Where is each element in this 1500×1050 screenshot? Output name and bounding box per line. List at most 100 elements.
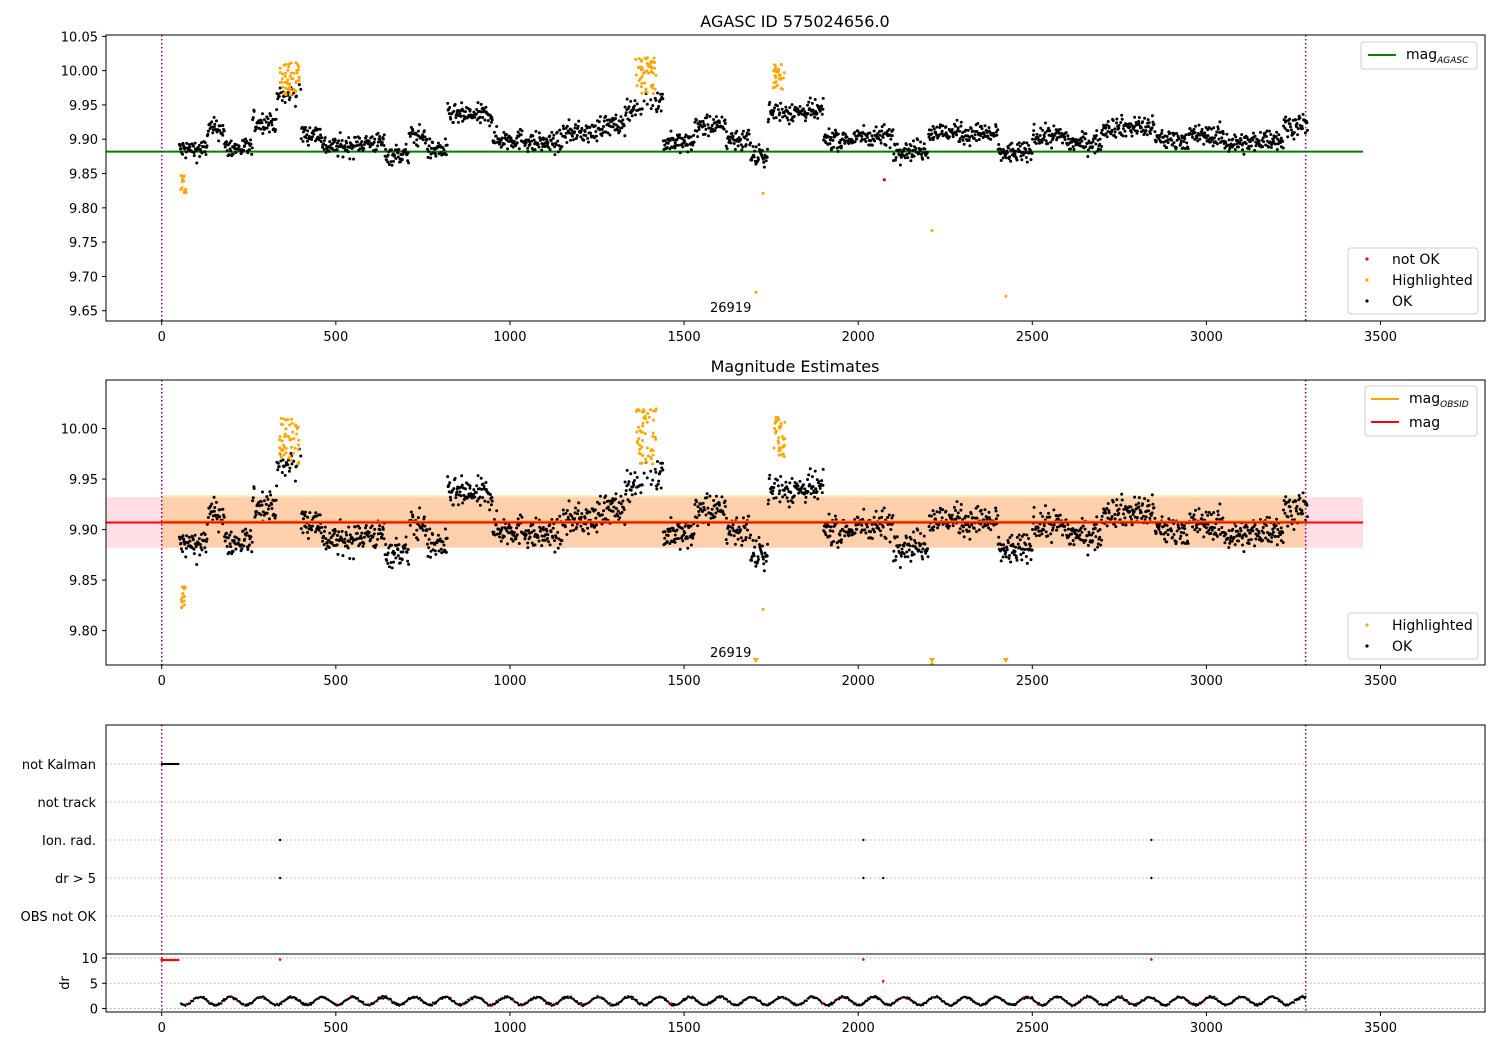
magnitude-estimates-legend-bottom: Highlighted OK: [1347, 612, 1479, 660]
ok-point: [418, 122, 422, 126]
ok-point: [1052, 124, 1056, 128]
ok-point: [995, 133, 999, 137]
ok-point: [1039, 126, 1043, 130]
highlighted-point: [640, 445, 644, 449]
ok-point: [1283, 511, 1287, 515]
dr-point: [310, 1003, 313, 1006]
ok-point: [692, 532, 696, 536]
ok-point: [397, 147, 401, 151]
ok-point: [259, 127, 263, 131]
ok-point: [689, 135, 693, 139]
ok-point: [479, 476, 483, 480]
highlighted-point: [772, 446, 776, 450]
ok-point: [762, 562, 766, 566]
ok-point: [409, 510, 413, 514]
ok-point: [625, 468, 629, 472]
ok-point: [324, 143, 328, 147]
ok-point: [870, 522, 874, 526]
ok-point: [407, 562, 411, 566]
ok-point: [685, 143, 689, 147]
ok-point: [226, 536, 230, 540]
ok-point: [191, 144, 195, 148]
ok-point: [1195, 136, 1199, 140]
ok-point: [1047, 511, 1051, 515]
ok-point: [427, 150, 431, 154]
ok-point: [1083, 527, 1087, 531]
ok-point: [280, 99, 284, 103]
ok-point: [556, 530, 560, 534]
highlighted-point: [295, 71, 299, 75]
ok-point: [1147, 121, 1151, 125]
ok-point: [1204, 526, 1208, 530]
ok-point: [301, 130, 305, 134]
ok-point: [235, 536, 239, 540]
ok-point: [833, 514, 837, 518]
highlighted-point: [286, 78, 290, 82]
ok-point: [567, 118, 571, 122]
ok-point: [254, 127, 258, 131]
ok-point: [1256, 534, 1260, 538]
ok-point: [868, 131, 872, 135]
ok-point: [952, 505, 956, 509]
ok-point: [1207, 528, 1211, 532]
ok-point: [411, 129, 415, 133]
ok-point: [212, 115, 216, 119]
ok-point: [790, 103, 794, 107]
ok-point: [434, 552, 438, 556]
ok-point: [323, 525, 327, 529]
ok-point: [666, 534, 670, 538]
ok-point: [1292, 137, 1296, 141]
ok-point: [1275, 517, 1279, 521]
ok-point: [1043, 131, 1047, 135]
legend-mag-label: mag: [1409, 415, 1440, 431]
ok-point: [179, 547, 183, 551]
ok-point: [1006, 146, 1010, 150]
ok-point: [1275, 148, 1279, 152]
ok-point: [696, 122, 700, 126]
ok-point: [713, 129, 717, 133]
ok-point: [358, 526, 362, 530]
ok-point: [1165, 524, 1169, 528]
ok-point: [1117, 507, 1121, 511]
ok-point: [1129, 122, 1133, 126]
ok-point: [390, 148, 394, 152]
ok-point: [602, 509, 606, 513]
ok-point: [312, 132, 316, 136]
ok-point: [890, 134, 894, 138]
ok-point: [1223, 541, 1227, 545]
ok-point: [488, 508, 492, 512]
ok-point: [1096, 542, 1100, 546]
ok-point: [1197, 123, 1201, 127]
ok-point: [704, 127, 708, 131]
ok-point: [507, 523, 511, 527]
ok-point: [1305, 121, 1309, 125]
ok-point: [406, 548, 410, 552]
highlighted-point: [777, 77, 781, 81]
ok-point: [426, 155, 430, 159]
ok-point: [1051, 526, 1055, 530]
ok-point: [366, 534, 370, 538]
ok-point: [184, 546, 188, 550]
ok-point: [394, 157, 398, 161]
ok-point: [669, 516, 673, 520]
ok-point: [1015, 558, 1019, 562]
ok-point: [322, 147, 326, 151]
ok-point: [626, 498, 630, 502]
ok-point: [518, 513, 522, 517]
ok-point: [1001, 156, 1005, 160]
ok-point: [352, 557, 356, 561]
ok-point: [254, 513, 258, 517]
ok-point: [899, 155, 903, 159]
ok-point: [337, 139, 341, 143]
ok-point: [1227, 546, 1231, 550]
ok-point: [210, 120, 214, 124]
ok-point: [1014, 545, 1018, 549]
ok-point: [1279, 136, 1283, 140]
ok-point: [873, 530, 877, 534]
highlighted-point: [648, 408, 652, 412]
ok-point: [314, 530, 318, 534]
ok-point: [1095, 129, 1099, 133]
ok-point: [579, 524, 583, 528]
ok-point: [499, 539, 503, 543]
